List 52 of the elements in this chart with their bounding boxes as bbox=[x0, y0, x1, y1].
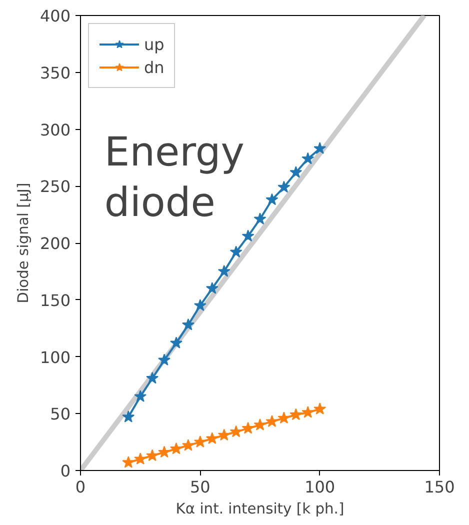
point bbox=[254, 212, 266, 224]
point bbox=[314, 142, 326, 154]
point bbox=[146, 449, 159, 462]
point bbox=[122, 410, 135, 422]
point bbox=[182, 438, 194, 451]
x-tick-label: 0 bbox=[75, 478, 86, 496]
point bbox=[290, 408, 302, 420]
point bbox=[206, 282, 218, 294]
point bbox=[230, 425, 242, 438]
point bbox=[134, 452, 147, 464]
y-tick-label: 50 bbox=[50, 404, 70, 424]
point bbox=[158, 446, 170, 458]
point bbox=[278, 412, 290, 424]
y-tick-label: 300 bbox=[40, 120, 71, 140]
y-tick-label: 200 bbox=[40, 234, 71, 253]
y-tick-label: 250 bbox=[40, 177, 71, 196]
point bbox=[302, 152, 314, 164]
point bbox=[242, 422, 254, 434]
legend-label: up bbox=[144, 34, 164, 54]
point bbox=[170, 442, 182, 454]
point bbox=[146, 372, 159, 384]
point bbox=[134, 390, 147, 402]
x-axis-title: Kα int. intensity [k ph.] bbox=[176, 500, 344, 518]
point bbox=[206, 432, 218, 444]
point bbox=[230, 246, 242, 258]
y-axis-title: Diode signal [μJ] bbox=[14, 182, 32, 304]
point bbox=[290, 166, 302, 178]
y-tick-label: 400 bbox=[40, 6, 71, 26]
x-tick-label: 50 bbox=[190, 478, 210, 496]
y-tick-label: 150 bbox=[40, 290, 71, 310]
point bbox=[194, 299, 206, 311]
point bbox=[218, 264, 230, 277]
point bbox=[254, 418, 266, 430]
point bbox=[242, 230, 254, 242]
point bbox=[182, 318, 194, 330]
y-tick-label: 100 bbox=[40, 348, 71, 367]
x-tick-label: 150 bbox=[424, 478, 455, 496]
x-tick-label: 100 bbox=[304, 478, 336, 496]
point bbox=[194, 436, 206, 448]
annotation: Energy diode bbox=[104, 129, 244, 226]
point bbox=[266, 415, 278, 427]
point bbox=[122, 456, 135, 468]
y-tick-label: 350 bbox=[40, 63, 71, 82]
point bbox=[170, 336, 182, 348]
point bbox=[302, 406, 314, 418]
point bbox=[266, 193, 278, 206]
point bbox=[218, 428, 230, 441]
y-tick-label: 0 bbox=[60, 462, 71, 480]
point bbox=[314, 402, 326, 414]
point bbox=[158, 354, 170, 366]
legend-label: dn bbox=[144, 58, 164, 76]
point bbox=[278, 180, 290, 193]
